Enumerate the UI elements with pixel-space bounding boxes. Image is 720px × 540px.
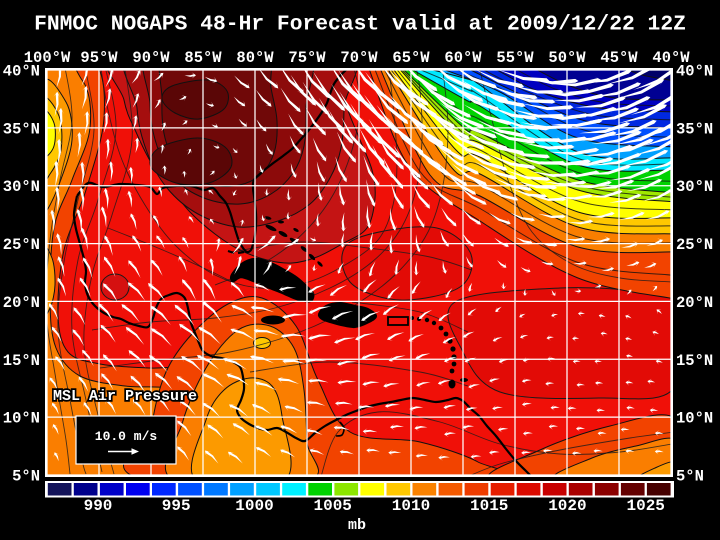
svg-text:90°W: 90°W bbox=[132, 49, 170, 67]
svg-text:MSL Air Pressure: MSL Air Pressure bbox=[53, 388, 197, 405]
svg-text:15°N: 15°N bbox=[3, 352, 40, 370]
svg-text:10°N: 10°N bbox=[676, 410, 713, 428]
svg-text:60°W: 60°W bbox=[444, 49, 482, 67]
svg-text:5°N: 5°N bbox=[12, 468, 40, 486]
svg-text:mb: mb bbox=[348, 517, 366, 534]
svg-text:35°N: 35°N bbox=[3, 120, 40, 138]
svg-text:20°N: 20°N bbox=[676, 294, 713, 312]
svg-text:50°W: 50°W bbox=[548, 49, 586, 67]
svg-text:990: 990 bbox=[84, 497, 113, 515]
svg-text:1020: 1020 bbox=[548, 497, 586, 515]
svg-text:40°N: 40°N bbox=[676, 63, 713, 81]
svg-text:75°W: 75°W bbox=[288, 49, 326, 67]
svg-text:40°N: 40°N bbox=[3, 63, 40, 81]
svg-text:15°N: 15°N bbox=[676, 352, 713, 370]
svg-text:25°N: 25°N bbox=[3, 236, 40, 254]
svg-text:995: 995 bbox=[162, 497, 191, 515]
svg-text:1025: 1025 bbox=[626, 497, 664, 515]
svg-text:1010: 1010 bbox=[392, 497, 430, 515]
svg-text:FNMOC NOGAPS 48-Hr Forecast va: FNMOC NOGAPS 48-Hr Forecast valid at 200… bbox=[34, 13, 686, 37]
svg-text:85°W: 85°W bbox=[184, 49, 222, 67]
svg-text:1000: 1000 bbox=[235, 497, 273, 515]
svg-text:40°W: 40°W bbox=[652, 49, 690, 67]
svg-text:80°W: 80°W bbox=[236, 49, 274, 67]
svg-text:10°N: 10°N bbox=[3, 410, 40, 428]
svg-text:30°N: 30°N bbox=[3, 178, 40, 196]
svg-text:1005: 1005 bbox=[313, 497, 351, 515]
svg-text:100°W: 100°W bbox=[24, 49, 71, 67]
svg-text:10.0 m/s: 10.0 m/s bbox=[95, 429, 158, 444]
svg-text:45°W: 45°W bbox=[600, 49, 638, 67]
svg-text:35°N: 35°N bbox=[676, 120, 713, 138]
svg-text:95°W: 95°W bbox=[80, 49, 118, 67]
svg-text:65°W: 65°W bbox=[392, 49, 430, 67]
svg-text:1015: 1015 bbox=[470, 497, 508, 515]
svg-text:20°N: 20°N bbox=[3, 294, 40, 312]
svg-text:30°N: 30°N bbox=[676, 178, 713, 196]
svg-text:5°N: 5°N bbox=[676, 468, 704, 486]
svg-text:55°W: 55°W bbox=[496, 49, 534, 67]
svg-text:25°N: 25°N bbox=[676, 236, 713, 254]
svg-text:70°W: 70°W bbox=[340, 49, 378, 67]
